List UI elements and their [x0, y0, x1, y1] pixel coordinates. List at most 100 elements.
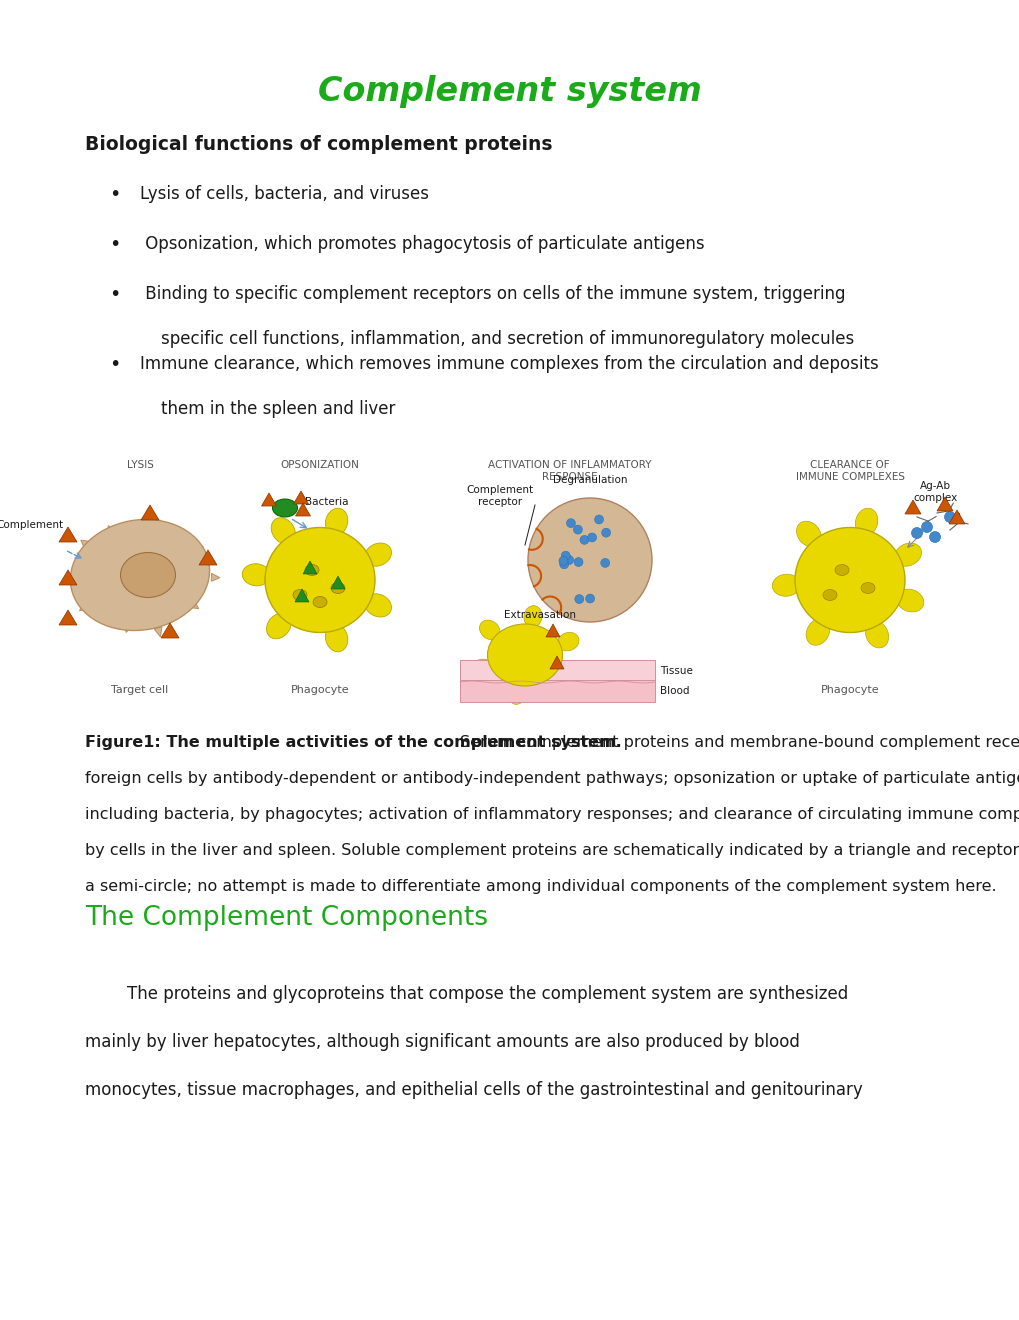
Polygon shape	[141, 506, 159, 520]
Ellipse shape	[266, 612, 290, 639]
Circle shape	[580, 536, 588, 544]
Polygon shape	[948, 510, 964, 524]
Circle shape	[928, 532, 940, 543]
Text: Phagocyte: Phagocyte	[820, 685, 878, 696]
Ellipse shape	[271, 517, 296, 544]
Circle shape	[587, 533, 596, 543]
Circle shape	[559, 560, 569, 569]
Text: Phagocyte: Phagocyte	[290, 685, 348, 696]
Ellipse shape	[805, 619, 829, 645]
Polygon shape	[59, 527, 76, 543]
Text: Binding to specific complement receptors on cells of the immune system, triggeri: Binding to specific complement receptors…	[140, 285, 845, 304]
Text: Target cell: Target cell	[111, 685, 168, 696]
Text: including bacteria, by phagocytes; activation of inflammatory responses; and cle: including bacteria, by phagocytes; activ…	[85, 807, 1019, 822]
Polygon shape	[190, 601, 199, 609]
Ellipse shape	[822, 590, 837, 601]
Text: OPSONIZATION: OPSONIZATION	[280, 459, 359, 470]
Text: monocytes, tissue macrophages, and epithelial cells of the gastrointestinal and : monocytes, tissue macrophages, and epith…	[85, 1081, 862, 1100]
Text: Complement: Complement	[0, 520, 63, 531]
Text: foreign cells by antibody-dependent or antibody-independent pathways; opsonizati: foreign cells by antibody-dependent or a…	[85, 771, 1019, 785]
Text: mainly by liver hepatocytes, although significant amounts are also produced by b: mainly by liver hepatocytes, although si…	[85, 1034, 799, 1051]
Polygon shape	[549, 656, 564, 669]
Text: LYSIS: LYSIS	[126, 459, 153, 470]
Ellipse shape	[894, 543, 920, 566]
Text: Blood: Blood	[659, 686, 689, 696]
Bar	[460, 680, 654, 702]
Polygon shape	[123, 626, 131, 632]
Ellipse shape	[860, 582, 874, 594]
Polygon shape	[59, 570, 76, 585]
Ellipse shape	[771, 574, 800, 597]
Text: The Complement Components: The Complement Components	[85, 906, 487, 931]
Polygon shape	[161, 623, 178, 638]
Ellipse shape	[272, 499, 298, 517]
Text: Bacteria: Bacteria	[305, 498, 348, 507]
Ellipse shape	[855, 508, 877, 536]
Ellipse shape	[549, 671, 570, 690]
Ellipse shape	[896, 589, 923, 612]
Ellipse shape	[835, 565, 848, 576]
Text: The proteins and glycoproteins that compose the complement system are synthesize: The proteins and glycoproteins that comp…	[85, 985, 848, 1003]
Text: •: •	[109, 355, 120, 374]
Text: CLEARANCE OF
IMMUNE COMPLEXES: CLEARANCE OF IMMUNE COMPLEXES	[795, 459, 904, 482]
Text: ACTIVATION OF INFLAMMATORY
RESPONSE: ACTIVATION OF INFLAMMATORY RESPONSE	[488, 459, 651, 482]
Circle shape	[601, 528, 610, 537]
Circle shape	[574, 557, 583, 566]
Circle shape	[558, 556, 568, 565]
Circle shape	[944, 511, 955, 523]
Text: Opsonization, which promotes phagocytosis of particulate antigens: Opsonization, which promotes phagocytosi…	[140, 235, 704, 253]
Polygon shape	[296, 503, 310, 516]
Circle shape	[566, 519, 575, 528]
Text: Complement system: Complement system	[318, 75, 701, 108]
Ellipse shape	[507, 682, 526, 705]
Text: by cells in the liver and spleen. Soluble complement proteins are schematically : by cells in the liver and spleen. Solubl…	[85, 843, 1019, 858]
Polygon shape	[199, 550, 217, 565]
Text: Lysis of cells, bacteria, and viruses: Lysis of cells, bacteria, and viruses	[140, 185, 429, 203]
Circle shape	[594, 515, 603, 524]
Circle shape	[528, 498, 651, 622]
Polygon shape	[81, 540, 89, 548]
Ellipse shape	[471, 659, 492, 677]
Ellipse shape	[524, 606, 541, 627]
Ellipse shape	[70, 520, 209, 631]
Ellipse shape	[794, 528, 904, 632]
Ellipse shape	[305, 565, 319, 576]
Text: Immune clearance, which removes immune complexes from the circulation and deposi: Immune clearance, which removes immune c…	[140, 355, 878, 374]
Ellipse shape	[796, 521, 820, 546]
Circle shape	[585, 594, 594, 603]
Text: Tissue: Tissue	[659, 667, 692, 676]
Text: Degranulation: Degranulation	[552, 475, 627, 484]
Text: Biological functions of complement proteins: Biological functions of complement prote…	[85, 135, 552, 154]
Bar	[460, 660, 654, 682]
Ellipse shape	[364, 594, 391, 616]
Polygon shape	[294, 589, 309, 602]
Polygon shape	[303, 561, 317, 574]
Ellipse shape	[331, 582, 344, 594]
Ellipse shape	[364, 543, 391, 566]
Ellipse shape	[292, 590, 307, 601]
Text: them in the spleen and liver: them in the spleen and liver	[140, 400, 395, 418]
Ellipse shape	[487, 624, 561, 686]
Polygon shape	[154, 520, 161, 531]
Text: •: •	[109, 285, 120, 304]
Ellipse shape	[313, 597, 327, 607]
Ellipse shape	[479, 620, 499, 640]
Circle shape	[600, 558, 609, 568]
Text: specific cell functions, inflammation, and secretion of immunoregulatory molecul: specific cell functions, inflammation, a…	[140, 330, 854, 348]
Polygon shape	[211, 573, 220, 581]
Polygon shape	[545, 624, 559, 638]
Text: •: •	[109, 185, 120, 205]
Ellipse shape	[243, 564, 270, 586]
Ellipse shape	[557, 632, 579, 651]
Polygon shape	[108, 525, 115, 533]
Polygon shape	[154, 627, 162, 636]
Polygon shape	[293, 491, 308, 504]
Ellipse shape	[325, 508, 347, 536]
Polygon shape	[59, 610, 76, 624]
Polygon shape	[79, 602, 89, 611]
Polygon shape	[936, 498, 952, 511]
Text: Complement
receptor: Complement receptor	[466, 484, 533, 507]
Text: Figure1: The multiple activities of the complement system.: Figure1: The multiple activities of the …	[85, 735, 622, 750]
Circle shape	[911, 528, 921, 539]
Polygon shape	[904, 500, 920, 513]
